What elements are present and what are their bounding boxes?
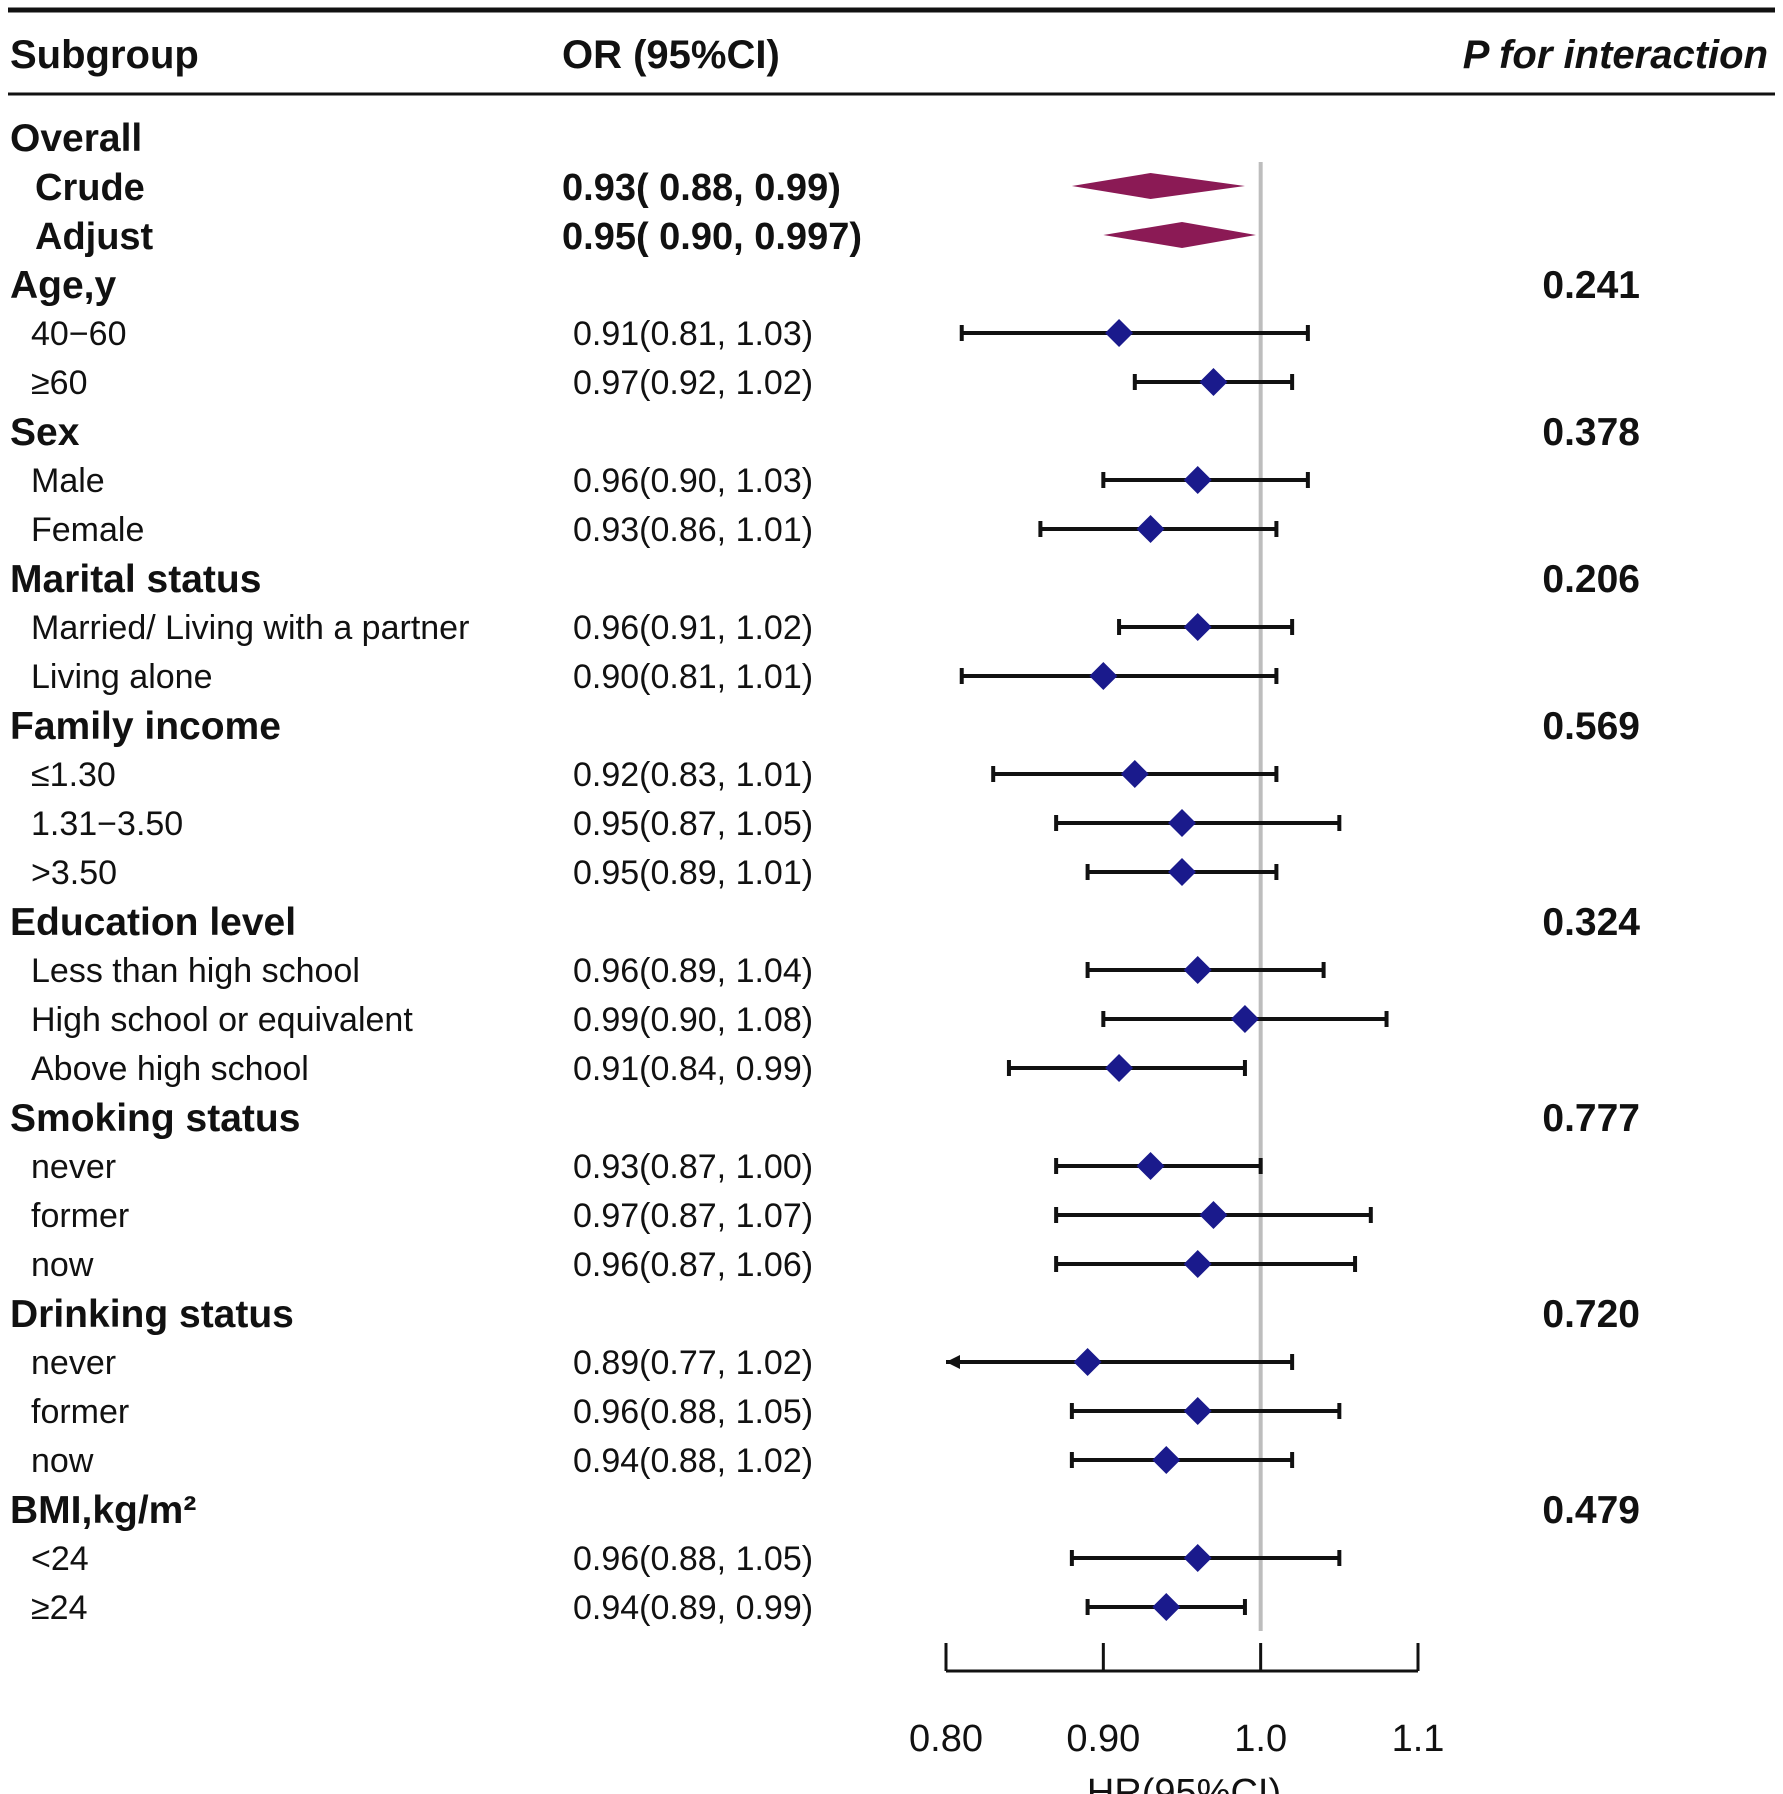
subgroup-or-ci: 0.97(0.92, 1.02) <box>573 364 813 402</box>
p-interaction-value: 0.241 <box>1542 264 1640 307</box>
subgroup-or-ci: 0.94(0.88, 1.02) <box>573 1442 813 1480</box>
subgroup-label: former <box>31 1197 129 1235</box>
p-interaction-value: 0.479 <box>1542 1489 1640 1532</box>
x-tick-label: 0.90 <box>1066 1718 1140 1760</box>
p-interaction-value: 0.206 <box>1542 558 1640 601</box>
group-label: Age,y <box>10 264 117 307</box>
subgroup-label: never <box>31 1148 116 1186</box>
subgroup-label: Less than high school <box>31 952 360 990</box>
group-label: BMI,kg/m² <box>10 1489 196 1532</box>
subgroup-label: 1.31−3.50 <box>31 805 183 843</box>
overall-row-label: Adjust <box>35 216 154 258</box>
point-estimate-marker <box>1089 662 1118 690</box>
p-interaction-value: 0.378 <box>1542 411 1640 454</box>
subgroup-or-ci: 0.96(0.91, 1.02) <box>573 609 813 647</box>
p-interaction-value: 0.569 <box>1542 705 1640 748</box>
point-estimate-marker <box>1230 1005 1259 1033</box>
subgroup-label: ≤1.30 <box>31 756 116 794</box>
point-estimate-marker <box>1183 956 1212 984</box>
subgroup-or-ci: 0.93(0.87, 1.00) <box>573 1148 813 1186</box>
subgroup-or-ci: 0.96(0.90, 1.03) <box>573 462 813 500</box>
point-estimate-marker <box>1136 515 1165 543</box>
p-interaction-value: 0.777 <box>1542 1097 1640 1140</box>
header-subgroup: Subgroup <box>10 33 199 77</box>
overall-label: Overall <box>10 117 142 160</box>
x-tick-label: 1.0 <box>1234 1718 1287 1760</box>
subgroup-label: <24 <box>31 1540 89 1578</box>
subgroup-label: now <box>31 1442 94 1480</box>
subgroup-or-ci: 0.95(0.87, 1.05) <box>573 805 813 843</box>
subgroup-label: ≥24 <box>31 1589 87 1627</box>
point-estimate-marker <box>1136 1152 1165 1180</box>
subgroup-or-ci: 0.91(0.84, 0.99) <box>573 1050 813 1088</box>
point-estimate-marker <box>1183 1544 1212 1572</box>
x-tick-label: 0.80 <box>909 1718 983 1760</box>
subgroup-label: High school or equivalent <box>31 1001 413 1039</box>
group-label: Sex <box>10 411 80 454</box>
group-label: Drinking status <box>10 1293 294 1336</box>
group-label: Smoking status <box>10 1097 300 1140</box>
overall-row-label: Crude <box>35 167 145 209</box>
point-estimate-marker <box>1183 1250 1212 1278</box>
subgroup-or-ci: 0.96(0.88, 1.05) <box>573 1393 813 1431</box>
point-estimate-marker <box>1168 809 1196 837</box>
subgroup-label: Male <box>31 462 105 500</box>
point-estimate-marker <box>1199 1201 1228 1229</box>
subgroup-label: Female <box>31 511 144 549</box>
overall-or-ci: 0.95( 0.90, 0.997) <box>562 216 862 258</box>
subgroup-or-ci: 0.99(0.90, 1.08) <box>573 1001 813 1039</box>
subgroup-or-ci: 0.95(0.89, 1.01) <box>573 854 813 892</box>
point-estimate-marker <box>1120 760 1149 788</box>
ci-arrow-left <box>946 1355 960 1369</box>
p-interaction-value: 0.720 <box>1542 1293 1640 1336</box>
point-estimate-marker <box>1073 1348 1102 1376</box>
p-interaction-value: 0.324 <box>1542 901 1640 944</box>
subgroup-label: now <box>31 1246 94 1284</box>
subgroup-label: 40−60 <box>31 315 127 353</box>
subgroup-or-ci: 0.96(0.89, 1.04) <box>573 952 813 990</box>
point-estimate-marker <box>1183 613 1212 641</box>
header-p-interaction: P for interaction <box>1463 33 1768 77</box>
subgroup-label: Married/ Living with a partner <box>31 609 469 647</box>
point-estimate-marker <box>1183 1397 1212 1425</box>
subgroup-label: >3.50 <box>31 854 117 892</box>
point-estimate-marker <box>1199 368 1228 396</box>
point-estimate-marker <box>1105 1054 1134 1082</box>
x-axis-label: HR(95%CI) <box>1087 1772 1281 1794</box>
point-estimate-marker <box>1152 1446 1181 1474</box>
group-label: Family income <box>10 705 281 748</box>
overall-diamond <box>1103 222 1256 248</box>
overall-diamond <box>1071 173 1245 199</box>
subgroup-label: ≥60 <box>31 364 87 402</box>
subgroup-or-ci: 0.89(0.77, 1.02) <box>573 1344 813 1382</box>
point-estimate-marker <box>1168 858 1196 886</box>
subgroup-or-ci: 0.90(0.81, 1.01) <box>573 658 813 696</box>
subgroup-or-ci: 0.91(0.81, 1.03) <box>573 315 813 353</box>
subgroup-or-ci: 0.97(0.87, 1.07) <box>573 1197 813 1235</box>
subgroup-label: never <box>31 1344 116 1382</box>
subgroup-label: Living alone <box>31 658 212 696</box>
subgroup-or-ci: 0.93(0.86, 1.01) <box>573 511 813 549</box>
point-estimate-marker <box>1105 319 1134 347</box>
x-tick-label: 1.1 <box>1392 1718 1445 1760</box>
group-label: Marital status <box>10 558 261 601</box>
point-estimate-marker <box>1183 466 1212 494</box>
subgroup-label: Above high school <box>31 1050 309 1088</box>
subgroup-or-ci: 0.94(0.89, 0.99) <box>573 1589 813 1627</box>
subgroup-or-ci: 0.92(0.83, 1.01) <box>573 756 813 794</box>
x-axis: 0.80 0.90 1.0 1.1 <box>909 1643 1444 1760</box>
group-label: Education level <box>10 901 296 944</box>
forest-rows: Overall Crude 0.93( 0.88, 0.99) Adjust 0.95(… <box>10 117 1640 1627</box>
point-estimate-marker <box>1152 1593 1181 1621</box>
subgroup-label: former <box>31 1393 129 1431</box>
header-or-ci: OR (95%CI) <box>562 33 780 77</box>
subgroup-or-ci: 0.96(0.87, 1.06) <box>573 1246 813 1284</box>
subgroup-or-ci: 0.96(0.88, 1.05) <box>573 1540 813 1578</box>
overall-or-ci: 0.93( 0.88, 0.99) <box>562 167 841 209</box>
